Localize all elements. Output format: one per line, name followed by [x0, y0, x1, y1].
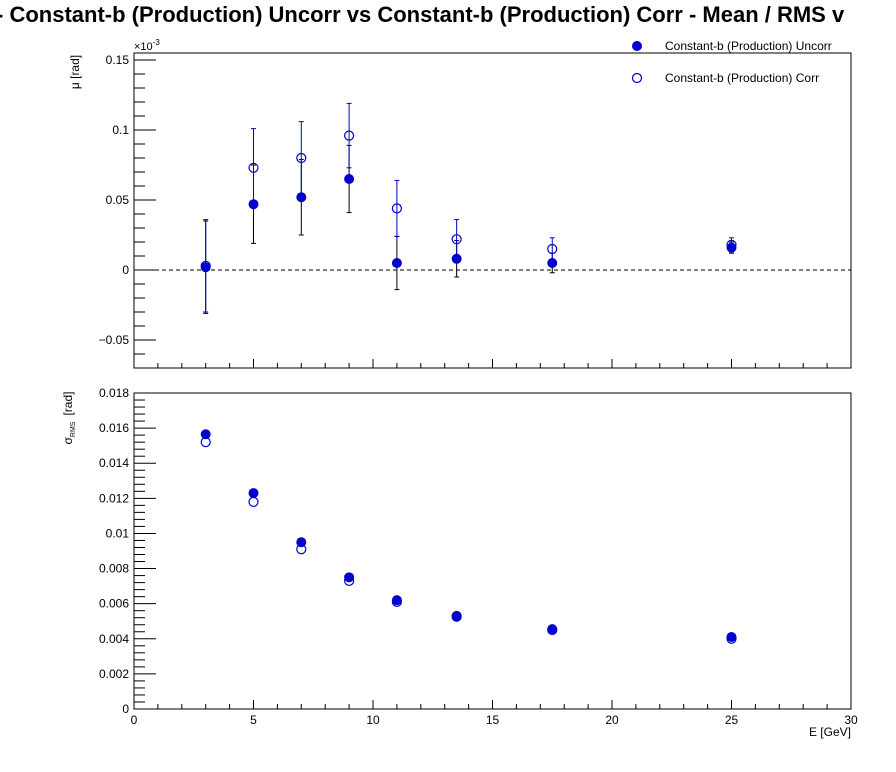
x-tick-label: 25 — [725, 713, 739, 727]
mean-y-tick-label: −0.05 — [99, 333, 130, 347]
rms-point-corr — [200, 437, 211, 448]
rms-point-corr — [344, 575, 355, 586]
rms-y-axis-sigma: σ — [61, 436, 75, 444]
rms-y-tick-label: 0 — [122, 702, 129, 716]
rms-panel: 0 0.002 0.004 0.006 0.008 0.01 0.012 0.014 0.016… — [61, 386, 858, 739]
x-tick-label: 30 — [844, 713, 858, 727]
mean-marks — [134, 102, 851, 314]
rms-y-tick-label: 0.01 — [106, 526, 130, 540]
rms-y-tick-label: 0.012 — [99, 491, 129, 505]
mean-point-corr — [451, 234, 462, 245]
legend-label-corr: Constant-b (Production) Corr — [665, 71, 819, 85]
legend-label-uncorr: Constant-b (Production) Uncorr — [665, 39, 832, 53]
mean-point-corr — [248, 162, 259, 173]
mean-point-corr — [391, 203, 402, 214]
mean-plot-frame — [133, 52, 852, 369]
rms-y-axis-unit: [rad] — [61, 392, 75, 416]
mean-point-corr — [344, 130, 355, 141]
rms-point-corr — [296, 544, 307, 555]
x-tick-label: 15 — [486, 713, 500, 727]
rms-point-uncorr — [200, 429, 211, 440]
mean-point-uncorr — [391, 258, 402, 268]
x-tick-label: 5 — [250, 713, 257, 727]
rms-point-uncorr — [344, 572, 355, 583]
rms-y-tick-label: 0.008 — [99, 562, 129, 576]
rms-y-axis-label: σRMS [rad] — [61, 392, 77, 445]
rms-point-corr — [726, 633, 737, 644]
rms-point-corr — [248, 496, 259, 507]
rms-plot-frame — [133, 392, 852, 710]
rms-point-corr — [451, 610, 462, 622]
mean-point-corr — [726, 239, 737, 250]
rms-y-tick-label: 0.014 — [99, 456, 129, 470]
rms-point-corr — [391, 596, 402, 608]
rms-y-tick-label: 0.016 — [99, 421, 129, 435]
mean-y-exponent-power: -3 — [153, 38, 161, 47]
x-tick-label: 20 — [605, 713, 619, 727]
rms-point-uncorr — [296, 537, 307, 548]
rms-y-tick-label: 0.018 — [99, 386, 129, 400]
rms-marks — [200, 429, 737, 644]
mean-y-tick-label: 0 — [122, 263, 129, 277]
rms-point-corr — [547, 624, 558, 636]
rms-y-axis-subscript: RMS — [70, 421, 77, 437]
mean-y-tick-label: 0.05 — [106, 193, 130, 207]
mean-y-axis-label: μ [rad] — [68, 55, 82, 89]
rms-ticks: 0 0.002 0.004 0.006 0.008 0.01 0.012 0.014 0.016… — [99, 386, 858, 727]
mean-ticks: −0.05 0 0.05 0.1 0.15 — [99, 53, 852, 369]
mean-point-corr — [547, 243, 558, 255]
x-tick-label: 0 — [131, 713, 138, 727]
mean-y-exponent: ×10-3 — [134, 38, 160, 53]
mean-point-corr — [296, 152, 307, 164]
mean-point-corr — [200, 260, 211, 271]
mean-point-uncorr — [344, 174, 355, 184]
x-tick-label: 10 — [366, 713, 380, 727]
chart-title: - Constant-b (Production) Uncorr vs Cons… — [0, 2, 845, 27]
rms-point-uncorr — [248, 488, 259, 499]
mean-legend: Constant-b (Production) Uncorr Constant-… — [631, 39, 832, 85]
legend-marker-corr — [631, 72, 643, 84]
rms-y-tick-label: 0.004 — [99, 632, 129, 646]
rms-y-tick-label: 0.002 — [99, 667, 129, 681]
x-axis-label: E [GeV] — [809, 725, 851, 739]
legend-marker-uncorr — [632, 41, 642, 51]
mean-y-exponent-base: ×10 — [134, 41, 153, 53]
mean-panel: −0.05 0 0.05 0.1 0.15 ×10-3 μ [rad] Constant… — [68, 38, 852, 369]
rms-y-tick-label: 0.006 — [99, 597, 129, 611]
mean-y-tick-label: 0.1 — [112, 123, 129, 137]
mean-y-tick-label: 0.15 — [106, 53, 130, 67]
